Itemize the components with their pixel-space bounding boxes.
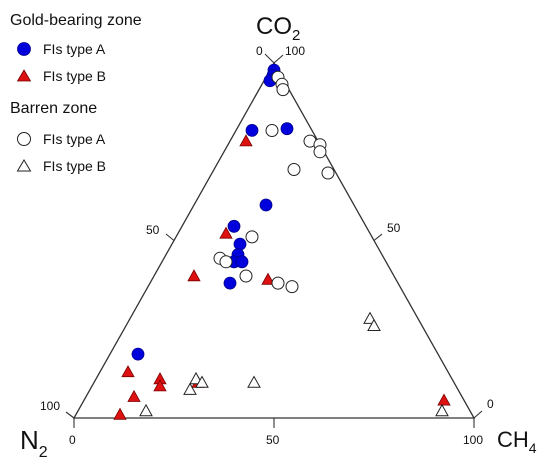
legend: Gold-bearing zone FIs type A FIs type B … [10,12,142,174]
tick-left-corner [65,411,75,419]
data-point-gold-bearing-type-a-3 [245,123,259,137]
tick-label-right-corner: 0 [487,397,494,411]
triangle-frame [72,61,476,419]
legend-marker-barren-b [16,159,32,172]
data-point-gold-bearing-type-b-4 [121,365,135,378]
data-point-gold-bearing-type-b-10 [437,393,451,406]
legend-title-barren: Barren zone [10,100,97,117]
data-point-gold-bearing-type-b-6 [153,379,167,392]
vertex-label-n2: N2 [20,425,48,461]
data-point-barren-type-b-1 [367,318,381,331]
data-point-barren-type-b-5 [247,375,261,388]
data-point-barren-type-b-4 [195,375,209,388]
legend-marker-barren-a [17,132,31,146]
data-point-barren-type-a-8 [321,166,335,180]
data-point-gold-bearing-type-b-3 [187,269,201,282]
tick-label-right-mid: 50 [387,221,401,235]
data-point-barren-type-a-7 [287,163,301,176]
data-point-barren-type-a-11 [219,255,233,269]
legend-marker-gold-a [17,42,31,56]
legend-label-gold-a: FIs type A [43,41,106,57]
vertex-label-co2: CO2 [256,13,300,44]
data-point-gold-bearing-type-b-9 [113,407,127,420]
legend-marker-gold-b [16,69,32,82]
tick-label-top-right: 100 [285,44,305,58]
data-point-gold-bearing-type-b-0 [239,134,253,147]
data-point-barren-type-b-6 [139,403,153,417]
data-point-gold-bearing-type-a-5 [259,198,273,212]
tick-top-right [273,54,284,64]
data-point-gold-bearing-type-a-4 [280,122,294,136]
tick-left-mid [165,233,175,241]
legend-label-barren-b: FIs type B [43,158,106,174]
data-point-barren-type-a-6 [313,145,327,159]
tick-label-left-corner: 100 [40,399,60,413]
data-point-gold-bearing-type-a-10 [235,255,249,269]
tick-right-mid [373,233,383,241]
data-point-barren-type-a-2 [276,83,290,97]
data-point-gold-bearing-type-a-7 [233,237,247,251]
data-point-gold-bearing-type-a-12 [131,347,145,361]
data-points [113,63,451,420]
data-point-gold-bearing-type-b-8 [127,389,141,402]
data-point-gold-bearing-type-b-2 [261,272,275,285]
data-point-gold-bearing-type-a-6 [227,219,241,233]
tick-label-bottom-left: 0 [69,433,76,447]
legend-label-barren-a: FIs type A [43,131,106,147]
tick-label-bottom-mid: 50 [266,433,280,447]
tick-top-left [264,53,275,64]
data-point-barren-type-a-13 [271,276,285,290]
data-point-barren-type-a-9 [245,230,259,244]
vertex-label-ch4: CH4 [497,427,537,456]
data-point-gold-bearing-type-a-11 [223,276,237,290]
tick-label-bottom-right: 100 [463,433,483,447]
tick-label-top-left: 0 [256,44,263,58]
data-point-barren-type-a-12 [239,269,253,283]
data-point-barren-type-a-14 [285,280,299,294]
tick-right-corner [473,410,483,419]
data-point-gold-bearing-type-b-1 [219,226,233,239]
data-point-barren-type-a-3 [265,124,279,137]
legend-title-gold: Gold-bearing zone [10,12,142,29]
legend-label-gold-b: FIs type B [43,68,106,84]
tick-label-left-mid: 50 [146,223,160,237]
data-point-barren-type-b-3 [183,382,197,395]
data-point-barren-type-b-7 [435,403,449,417]
